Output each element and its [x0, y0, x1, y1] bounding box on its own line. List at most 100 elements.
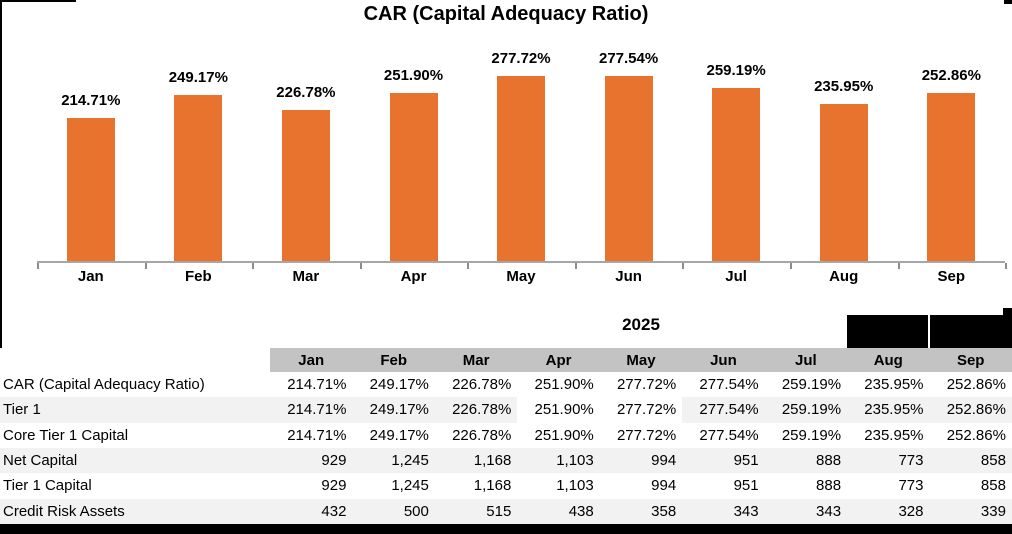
table-cell: 339 — [980, 502, 1006, 520]
table-cell: 252.86% — [946, 376, 1006, 394]
x-axis-label-mar: Mar — [292, 268, 320, 285]
table-cell: 259.19% — [781, 376, 842, 394]
bar-value-label: 249.17% — [168, 69, 228, 86]
bar-mar — [281, 110, 330, 262]
header-label-spacer — [0, 348, 270, 372]
bar-apr — [389, 93, 438, 262]
redaction-box-notch — [1003, 308, 1012, 316]
table-row: Net Capital 929 1,245 1,168 1,103 994 951 888 77… — [0, 447, 1012, 474]
axis-tick — [467, 263, 470, 269]
table-cell: 343 — [816, 502, 842, 520]
column-header-jul: Jul — [764, 348, 848, 372]
table-cell: 249.17% — [369, 376, 429, 394]
table-cell: 1,103 — [556, 452, 594, 470]
data-table: 2025 Jan Feb Mar Apr May Jun Jul Aug Sep CAR (Ca… — [0, 308, 1012, 524]
column-header-aug: Aug — [847, 348, 930, 372]
column-header-mar: Mar — [434, 348, 518, 372]
table-cell: 259.19% — [781, 401, 842, 419]
table-cell: 226.78% — [452, 376, 512, 394]
redacted-bottom-bar — [0, 524, 1012, 534]
table-row: Core Tier 1 Capital 214.71% 249.17% 226.78%… — [0, 422, 1012, 448]
table-cell: 277.54% — [699, 376, 759, 394]
table-cell: 951 — [733, 477, 759, 495]
table-row: Credit Risk Assets 432 500 515 438 358 343 343 3… — [0, 498, 1012, 524]
top-right-border-mark — [1004, 0, 1012, 4]
table-cell: 343 — [733, 502, 759, 520]
row-label: Net Capital — [3, 452, 78, 470]
table-cell: 773 — [898, 477, 924, 495]
table-cell: 226.78% — [452, 401, 512, 419]
bar-value-label: 277.54% — [598, 50, 659, 67]
year-band: 2025 — [270, 308, 1012, 348]
bar-feb — [174, 95, 223, 262]
axis-tick — [252, 263, 255, 269]
bar-value-label: 235.95% — [814, 78, 874, 95]
table-cell: 235.95% — [864, 426, 924, 444]
axis-tick — [1005, 263, 1007, 269]
table-cell: 515 — [486, 502, 512, 520]
bar-value-label: 226.78% — [276, 84, 336, 101]
axis-tick — [37, 263, 39, 269]
table-cell: 888 — [816, 452, 842, 470]
bar-value-label: 277.72% — [491, 50, 551, 67]
column-header-sep: Sep — [929, 348, 1012, 372]
car-bar-chart: CAR (Capital Adequacy Ratio) 214.71% 249.… — [37, 3, 1007, 285]
table-cell: 994 — [651, 452, 677, 470]
table-cell: 500 — [403, 502, 429, 520]
axis-tick — [574, 263, 577, 269]
x-axis-label-feb: Feb — [184, 268, 212, 285]
x-axis-label-apr: Apr — [400, 268, 427, 285]
redaction-box-aug — [847, 315, 928, 348]
row-label: CAR (Capital Adequacy Ratio) — [3, 376, 205, 394]
table-cell: 438 — [568, 502, 594, 520]
bar-value-label: 251.90% — [383, 67, 444, 84]
left-border-line — [0, 0, 2, 534]
table-cell: 929 — [321, 477, 347, 495]
axis-tick — [144, 263, 147, 269]
table-cell: 251.90% — [517, 397, 600, 423]
row-label: Core Tier 1 Capital — [3, 426, 129, 444]
year-label: 2025 — [622, 315, 660, 334]
bar-aug — [819, 104, 868, 262]
bar-jun — [604, 76, 653, 262]
column-header-feb: Feb — [352, 348, 435, 372]
table-cell: 994 — [651, 477, 677, 495]
axis-tick — [789, 263, 792, 269]
axis-tick — [897, 263, 900, 269]
table-cell: 888 — [816, 477, 842, 495]
bar-jan — [66, 118, 115, 262]
table-cell: 252.86% — [946, 426, 1006, 444]
table-cell: 214.71% — [287, 401, 347, 419]
x-axis-label-aug: Aug — [829, 268, 859, 285]
table-cell: 358 — [651, 502, 677, 520]
column-header-jun: Jun — [682, 348, 765, 372]
top-border-line — [0, 0, 76, 2]
redaction-box-sep — [930, 308, 1012, 348]
table-cell: 1,245 — [391, 452, 429, 470]
table-cell: 858 — [980, 477, 1006, 495]
table-cell: 773 — [898, 452, 924, 470]
x-axis-label-may: May — [506, 268, 536, 285]
x-axis-label-jan: Jan — [77, 268, 104, 285]
table-cell: 858 — [980, 452, 1006, 470]
x-axis-label-jun: Jun — [615, 268, 642, 285]
table-cell: 929 — [321, 452, 347, 470]
table-body: CAR (Capital Adequacy Ratio) 214.71% 249.1… — [0, 372, 1012, 524]
bar-may — [497, 76, 545, 262]
table-cell: 432 — [321, 502, 347, 520]
table-cell: 1,168 — [473, 452, 512, 470]
column-header-may: May — [599, 348, 683, 372]
bar-jul — [712, 88, 761, 262]
row-label: Tier 1 Capital — [3, 477, 92, 495]
column-header-jan: Jan — [270, 348, 353, 372]
x-axis-label-sep: Sep — [937, 268, 966, 285]
row-label: Credit Risk Assets — [3, 502, 125, 520]
table-cell: 235.95% — [864, 376, 924, 394]
table-cell: 277.72% — [599, 397, 683, 423]
table-cell: 214.71% — [287, 376, 347, 394]
bar-sep — [927, 93, 976, 262]
table-cell: 328 — [898, 502, 924, 520]
x-axis-label-jul: Jul — [725, 268, 747, 285]
table-row: Tier 1 214.71% 249.17% 226.78% 251.90% 277.72… — [0, 397, 1012, 423]
